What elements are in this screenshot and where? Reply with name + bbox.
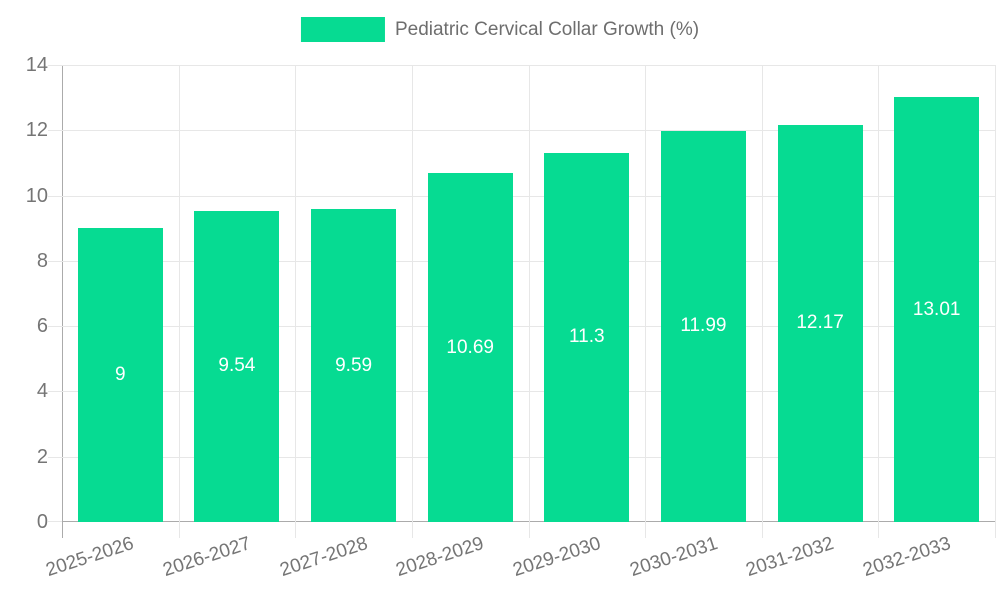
x-tick-label: 2029-2030	[510, 533, 604, 582]
bar-value-label: 9.59	[335, 354, 373, 376]
gridline-vertical	[645, 65, 647, 538]
gridline-horizontal	[48, 195, 995, 197]
bar-value-label: 11.99	[680, 315, 727, 337]
y-tick-label: 4	[36, 380, 48, 403]
bar-value-label: 10.69	[446, 336, 494, 358]
x-tick-label: 2025-2026	[43, 533, 137, 582]
bar[interactable]: 9.59	[311, 209, 397, 522]
bar-value-label: 11.3	[569, 326, 605, 348]
y-tick-label: 10	[25, 184, 48, 207]
gridline-vertical	[761, 65, 763, 538]
x-tick-label: 2026-2027	[160, 533, 254, 582]
plot-area: 9 9.54 9.59 10.69 11.3 11.99 12.17 13.01	[48, 65, 996, 538]
gridline-horizontal	[48, 130, 995, 132]
x-tick-label: 2027-2028	[277, 533, 371, 582]
bar[interactable]: 10.69	[427, 173, 513, 522]
y-tick-label: 14	[25, 54, 48, 76]
legend-label: Pediatric Cervical Collar Growth (%)	[394, 18, 700, 40]
x-tick-label: 2032-2033	[860, 533, 954, 582]
gridline-vertical	[295, 65, 297, 538]
y-tick-label: 0	[36, 511, 48, 533]
x-tick-label: 2028-2029	[393, 533, 487, 582]
x-tick-label: 2030-2031	[626, 533, 720, 582]
bar-value-label: 12.17	[796, 312, 844, 334]
bar[interactable]: 11.3	[544, 153, 630, 522]
bar-value-label: 9	[115, 364, 126, 386]
gridline-horizontal	[48, 260, 995, 262]
gridline-horizontal	[48, 326, 995, 328]
bar[interactable]: 13.01	[894, 97, 980, 522]
y-tick-label: 2	[36, 445, 48, 468]
gridline-vertical	[528, 65, 530, 538]
gridline-vertical	[178, 65, 180, 538]
gridline-vertical	[995, 65, 996, 538]
bar-value-label: 9.54	[218, 355, 256, 377]
y-axis-line	[62, 65, 63, 538]
gridline-vertical	[878, 65, 880, 538]
bar[interactable]: 12.17	[777, 124, 863, 522]
bar[interactable]: 11.99	[660, 130, 746, 522]
y-tick-label: 6	[36, 315, 48, 338]
y-tick-label: 12	[25, 119, 48, 142]
bar-value-label: 13.01	[912, 298, 961, 320]
legend-swatch	[300, 17, 385, 42]
bar[interactable]: 9	[77, 228, 163, 522]
y-axis-tick	[48, 521, 62, 522]
y-tick-label: 8	[36, 249, 48, 272]
bar[interactable]: 9.54	[194, 210, 280, 522]
x-tick-label: 2031-2032	[743, 533, 837, 582]
legend-item[interactable]: Pediatric Cervical Collar Growth (%)	[300, 17, 700, 42]
gridline-horizontal	[48, 65, 995, 66]
gridline-horizontal	[48, 456, 995, 458]
gridline-horizontal	[48, 391, 995, 393]
gridline-vertical	[411, 65, 413, 538]
